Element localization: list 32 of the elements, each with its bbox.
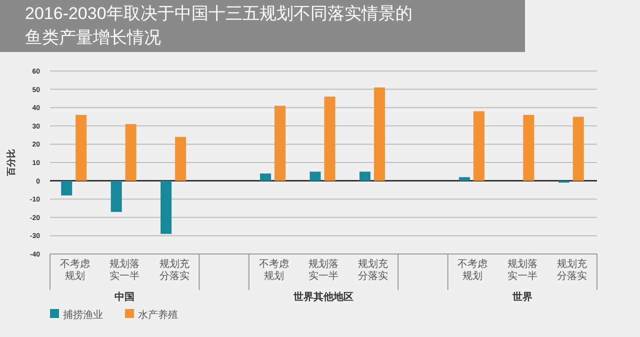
x-tick-label: 规划落实一半 bbox=[110, 258, 140, 282]
bar bbox=[274, 106, 286, 181]
bar bbox=[523, 114, 534, 181]
bar bbox=[374, 87, 385, 181]
legend-label: 捕捞渔业 bbox=[63, 309, 103, 321]
chart-title: 2016-2030年取决于中国十三五规划不同落实情景的鱼类产量增长情况 bbox=[25, 4, 412, 47]
x-tick-label: 不考虑规划 bbox=[60, 258, 90, 282]
bar bbox=[61, 180, 72, 196]
x-tick-label: 不考虑规划 bbox=[258, 258, 289, 282]
bar bbox=[110, 180, 122, 212]
text: 世界其他地区 bbox=[292, 291, 354, 303]
y-axis-title: 百分比 bbox=[6, 149, 16, 177]
bar bbox=[260, 173, 272, 181]
bar bbox=[175, 136, 186, 181]
bar bbox=[76, 114, 87, 181]
bar bbox=[125, 124, 136, 181]
bar bbox=[458, 177, 470, 181]
bar bbox=[160, 180, 172, 234]
bar bbox=[473, 111, 484, 181]
text: 中国 bbox=[114, 291, 135, 303]
x-tick-label: 规划充分落实 bbox=[557, 258, 588, 282]
bar bbox=[310, 172, 321, 181]
x-tick-label: 规划落实一半 bbox=[308, 258, 338, 282]
x-tick-label: 规划充分落实 bbox=[358, 258, 388, 282]
bar bbox=[572, 116, 584, 181]
legend-label: 水产养殖 bbox=[138, 309, 178, 321]
text: 世界 bbox=[511, 291, 532, 303]
x-tick-label: 不考虑规划 bbox=[458, 258, 488, 282]
bar bbox=[359, 172, 370, 181]
bar bbox=[324, 96, 336, 181]
x-tick-label: 规划充分落实 bbox=[159, 258, 190, 282]
x-tick-label: 规划落实一半 bbox=[507, 258, 538, 282]
